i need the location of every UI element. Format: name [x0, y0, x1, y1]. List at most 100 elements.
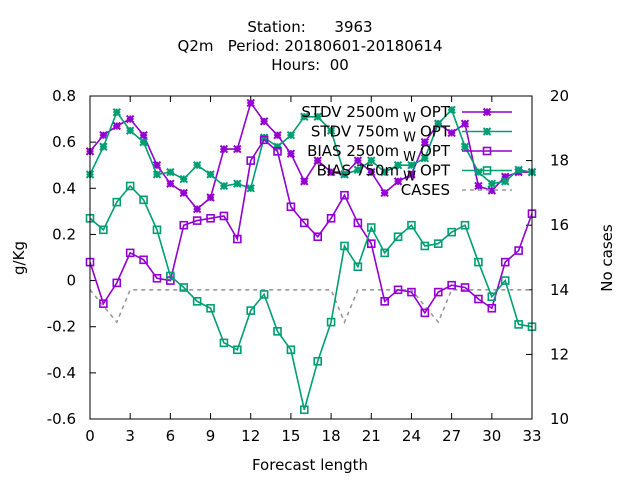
series-line-bias-750m: [89, 184, 533, 410]
data-point-stdv-2500m: [192, 204, 202, 214]
data-point-bias-750m: [474, 257, 483, 267]
legend-entry: BIAS 750m W OPT: [317, 162, 512, 185]
plot-frame: [89, 95, 533, 420]
data-point-stdv-2500m: [112, 121, 121, 131]
legend-label: BIAS 750m W OPT: [317, 162, 451, 185]
data-point-bias-750m: [380, 248, 389, 258]
x-tick-label: 18: [322, 427, 341, 445]
data-point-stdv-2500m: [233, 144, 242, 154]
data-point-bias-2500m: [500, 257, 510, 267]
data-point-bias-750m: [219, 338, 229, 348]
data-point-stdv-2500m: [460, 119, 470, 128]
data-point-stdv-750m: [313, 112, 322, 121]
data-point-bias-750m: [259, 290, 269, 299]
data-point-stdv-750m: [112, 107, 121, 117]
data-point-stdv-750m: [420, 154, 430, 163]
data-point-bias-750m: [420, 241, 430, 251]
x-axis-label: Forecast length: [252, 456, 368, 474]
data-point-bias-750m: [500, 276, 510, 285]
data-point-stdv-750m: [99, 142, 108, 151]
y-tick-label: 0: [66, 272, 76, 290]
data-point-stdv-750m: [380, 167, 389, 177]
y-axis-label: g/Kg: [10, 241, 28, 275]
data-point-bias-2500m: [273, 147, 282, 156]
data-point-stdv-2500m: [326, 167, 336, 177]
legend-entry: CASES: [401, 181, 512, 199]
data-point-bias-2500m: [407, 287, 416, 297]
data-point-bias-2500m: [380, 297, 389, 306]
legend-label-name: STDV 750m: [311, 123, 399, 141]
data-point-stdv-750m: [152, 170, 162, 179]
data-point-stdv-2500m: [380, 188, 389, 198]
y2-tick-label: 14: [550, 281, 569, 299]
data-point-bias-750m: [246, 306, 256, 315]
data-point-bias-2500m: [152, 273, 162, 283]
data-point-bias-2500m: [460, 283, 470, 292]
data-point-stdv-750m: [514, 165, 523, 175]
data-point-bias-2500m: [259, 135, 269, 145]
title-line-hours: Hours: 00: [271, 56, 349, 74]
data-point-stdv-750m: [407, 161, 416, 170]
data-point-bias-2500m: [366, 239, 376, 248]
legend-entry: STDV 750m W OPT: [311, 123, 512, 146]
data-point-stdv-750m: [447, 105, 456, 115]
title-line-period: Q2m Period: 20180601-20180614: [178, 37, 443, 55]
data-point-stdv-2500m: [246, 98, 255, 108]
data-point-stdv-2500m: [420, 137, 430, 147]
y2-tick-label: 16: [550, 216, 569, 234]
data-point-bias-750m: [514, 320, 523, 329]
x-tick-label: 3: [125, 427, 135, 445]
data-point-bias-2500m: [112, 278, 122, 288]
x-tick-label: 30: [482, 427, 501, 445]
y2-tick-label: 18: [550, 152, 569, 170]
data-point-bias-2500m: [353, 218, 363, 228]
data-point-bias-750m: [112, 197, 122, 207]
y-tick-label: 0.4: [52, 179, 76, 197]
data-point-stdv-750m: [367, 156, 376, 165]
legend-label: CASES: [401, 181, 450, 199]
data-point-bias-750m: [353, 262, 363, 272]
data-point-bias-750m: [152, 225, 162, 235]
legend-label-subscript: W: [403, 131, 416, 146]
data-point-stdv-750m: [166, 167, 175, 177]
data-point-stdv-750m: [139, 137, 148, 147]
data-point-bias-750m: [433, 239, 443, 248]
data-point-stdv-750m: [286, 131, 296, 140]
data-point-bias-2500m: [474, 294, 483, 304]
legend-marker: [482, 166, 492, 175]
data-point-stdv-750m: [246, 184, 255, 193]
y2-tick-label: 12: [550, 345, 569, 363]
series-line-stdv-750m: [89, 108, 533, 190]
data-point-stdv-2500m: [474, 181, 483, 191]
data-point-stdv-750m: [326, 126, 336, 135]
data-point-bias-750m: [139, 195, 148, 205]
y2-tick-label: 20: [550, 87, 569, 105]
data-point-stdv-2500m: [447, 128, 456, 138]
y-tick-label: 0.2: [52, 225, 76, 243]
data-point-bias-750m: [300, 405, 309, 415]
data-point-stdv-750m: [487, 179, 497, 188]
data-point-stdv-2500m: [313, 156, 322, 165]
data-point-bias-2500m: [139, 255, 148, 265]
data-point-stdv-2500m: [125, 114, 135, 124]
data-point-bias-2500m: [286, 202, 296, 212]
data-point-stdv-2500m: [393, 177, 403, 186]
x-tick-label: 9: [206, 427, 216, 445]
x-tick-label: 12: [241, 427, 260, 445]
data-point-stdv-750m: [179, 174, 188, 184]
data-point-stdv-2500m: [273, 131, 282, 140]
data-series: [85, 98, 537, 415]
data-point-bias-2500m: [206, 213, 215, 223]
data-point-stdv-2500m: [353, 156, 363, 165]
data-point-stdv-750m: [125, 126, 135, 135]
x-tick-label: 33: [522, 427, 541, 445]
series-line-cases: [89, 288, 532, 325]
data-point-stdv-2500m: [259, 117, 269, 126]
y-tick-label: -0.6: [47, 410, 76, 428]
data-point-bias-2500m: [487, 303, 497, 313]
axes: 0 3 6 9 12 15 18 21 24 27 30 33 -0.6 -0.4 -0.2 0 0.2 0.4 0…: [47, 87, 569, 445]
legend-label-suffix: OPT: [420, 162, 451, 180]
y-tick-label: -0.2: [47, 318, 76, 336]
legend-label-subscript: W: [403, 111, 416, 126]
